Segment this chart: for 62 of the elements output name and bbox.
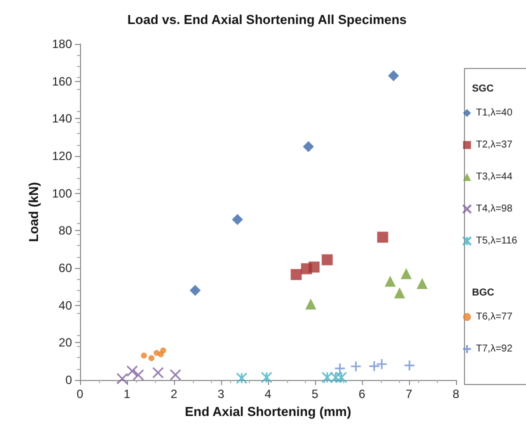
point — [368, 360, 380, 372]
legend-label: T6,λ=77 — [476, 312, 513, 322]
point — [350, 360, 362, 372]
point — [260, 372, 272, 384]
point — [160, 348, 166, 354]
point — [388, 70, 399, 82]
y-tick-label: 140 — [52, 112, 72, 126]
legend-label: T2,λ=37 — [476, 140, 513, 150]
point — [126, 365, 138, 377]
point — [140, 352, 147, 359]
point — [170, 368, 182, 381]
point — [236, 372, 248, 384]
y-axis-title: Load (kN) — [26, 182, 41, 242]
point — [384, 276, 396, 287]
x-tick-label: 4 — [264, 387, 272, 401]
point — [152, 366, 164, 379]
point — [322, 254, 333, 266]
y-tick-label: 40 — [58, 298, 72, 312]
point — [132, 369, 144, 381]
y-tick-label: 120 — [52, 149, 72, 163]
y-tick-label: 100 — [52, 186, 72, 200]
point — [302, 141, 314, 152]
y-tick-label: 80 — [58, 224, 72, 238]
x-tick-label: 8 — [452, 387, 460, 401]
point — [394, 287, 406, 298]
point — [321, 372, 334, 384]
point — [416, 278, 428, 289]
point — [190, 284, 201, 296]
x-tick-label: 3 — [218, 387, 225, 401]
x-tick-label: 1 — [124, 387, 131, 401]
point — [404, 360, 416, 372]
legend-label: T4,λ=98 — [476, 204, 513, 214]
point — [305, 298, 316, 310]
point — [377, 232, 388, 243]
chart-title: Load vs. End Axial Shortening All Specimens — [127, 12, 407, 27]
x-tick-label: 5 — [312, 387, 319, 401]
y-tick-label: 60 — [58, 261, 72, 275]
x-axis-title: End Axial Shortening (mm) — [184, 404, 352, 419]
legend-label: T5,λ=116 — [476, 236, 518, 246]
point — [376, 358, 388, 370]
x-tick-label: 6 — [358, 387, 366, 401]
y-tick-label: 160 — [52, 74, 72, 88]
point — [232, 214, 243, 225]
text: SGC — [472, 84, 494, 94]
point — [334, 362, 346, 374]
point — [148, 355, 154, 362]
x-tick-label: 2 — [170, 387, 178, 401]
x-tick-label: 7 — [406, 387, 413, 401]
point — [308, 262, 320, 273]
point — [400, 268, 412, 280]
point — [336, 372, 348, 384]
x-tick-label: 0 — [76, 387, 84, 401]
point — [330, 372, 342, 384]
point — [116, 372, 128, 384]
legend-label: T7,λ=92 — [476, 344, 513, 354]
text: BGC — [472, 288, 494, 298]
y-tick-label: 180 — [52, 37, 72, 51]
legend-label: T3,λ=44 — [476, 172, 513, 182]
y-tick-label: 20 — [58, 336, 72, 350]
point — [290, 269, 302, 280]
y-tick-label: 0 — [65, 373, 72, 387]
legend-label: T1,λ=40 — [476, 108, 513, 118]
